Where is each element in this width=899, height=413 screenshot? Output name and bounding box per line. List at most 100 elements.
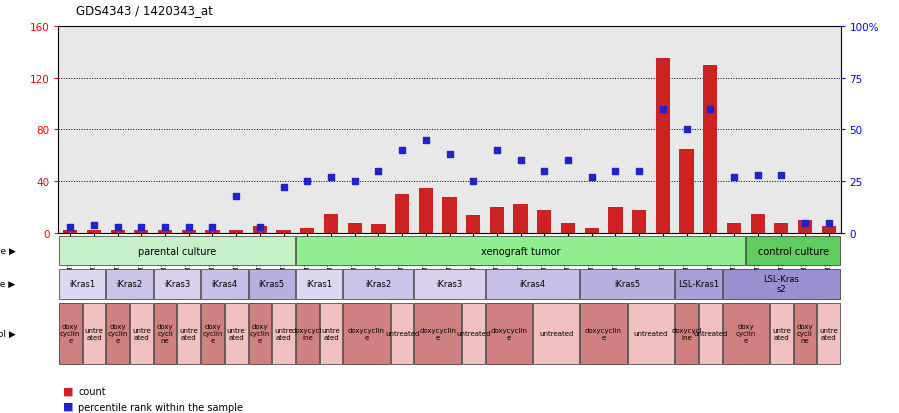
Bar: [391, 303, 414, 364]
Bar: [272, 303, 295, 364]
Bar: [533, 303, 579, 364]
Text: doxy
cycli
ne: doxy cycli ne: [797, 323, 814, 344]
Bar: [134, 231, 148, 233]
Bar: [466, 215, 480, 233]
Bar: [248, 269, 295, 299]
Point: [822, 220, 836, 226]
Point: [134, 224, 148, 230]
Bar: [726, 223, 741, 233]
Bar: [581, 303, 627, 364]
Point: [490, 147, 504, 154]
Point: [609, 168, 623, 175]
Text: iKras4: iKras4: [520, 280, 546, 288]
Bar: [130, 303, 153, 364]
Point: [63, 224, 77, 230]
Bar: [746, 236, 840, 266]
Point: [442, 152, 457, 158]
Bar: [723, 303, 769, 364]
Point: [324, 174, 338, 181]
Point: [466, 178, 480, 185]
Bar: [462, 303, 485, 364]
Bar: [584, 228, 599, 233]
Point: [111, 224, 125, 230]
Bar: [680, 150, 694, 233]
Text: iKras5: iKras5: [259, 280, 285, 288]
Bar: [490, 207, 504, 233]
Bar: [609, 207, 622, 233]
Text: cell type ▶: cell type ▶: [0, 247, 15, 255]
Bar: [343, 303, 390, 364]
Bar: [798, 221, 812, 233]
Bar: [111, 231, 125, 233]
Bar: [822, 227, 836, 233]
Text: xenograft tumor: xenograft tumor: [481, 246, 560, 256]
Bar: [675, 269, 722, 299]
Text: untre
ated: untre ated: [819, 327, 838, 340]
Point: [561, 158, 575, 164]
Text: doxycycl
ine: doxycycl ine: [672, 327, 702, 340]
Point: [371, 168, 386, 175]
Text: percentile rank within the sample: percentile rank within the sample: [78, 402, 244, 412]
Bar: [348, 223, 361, 233]
Bar: [296, 269, 343, 299]
Bar: [106, 303, 129, 364]
Text: iKras2: iKras2: [117, 280, 143, 288]
Point: [182, 224, 196, 230]
Point: [774, 172, 788, 179]
Bar: [324, 214, 338, 233]
Point: [158, 224, 173, 230]
Bar: [277, 231, 290, 233]
Text: doxy
cyclin
e: doxy cyclin e: [250, 323, 270, 344]
Point: [584, 174, 599, 181]
Bar: [320, 303, 343, 364]
Bar: [343, 269, 414, 299]
Bar: [158, 231, 173, 233]
Bar: [371, 224, 386, 233]
Text: LSL-Kras
s2: LSL-Kras s2: [763, 274, 799, 294]
Bar: [201, 269, 247, 299]
Point: [680, 127, 694, 133]
Bar: [581, 269, 674, 299]
Text: untre
ated: untre ated: [132, 327, 151, 340]
Bar: [699, 303, 722, 364]
Point: [703, 106, 717, 113]
Bar: [395, 195, 409, 233]
Text: control culture: control culture: [758, 246, 829, 256]
Text: LSL-Kras1: LSL-Kras1: [678, 280, 719, 288]
Point: [348, 178, 362, 185]
Point: [513, 158, 528, 164]
Bar: [229, 231, 244, 233]
Point: [300, 178, 315, 185]
Text: iKras2: iKras2: [365, 280, 391, 288]
Bar: [675, 303, 698, 364]
Text: cell line ▶: cell line ▶: [0, 280, 15, 288]
Text: doxy
cycli
ne: doxy cycli ne: [156, 323, 174, 344]
Text: iKras3: iKras3: [436, 280, 463, 288]
Bar: [442, 197, 457, 233]
Text: doxycyclin
e: doxycyclin e: [585, 327, 622, 340]
Bar: [205, 231, 219, 233]
Text: count: count: [78, 387, 106, 396]
Bar: [59, 303, 82, 364]
Text: untreated: untreated: [693, 330, 727, 337]
Text: iKras3: iKras3: [164, 280, 190, 288]
Text: untreated: untreated: [634, 330, 668, 337]
Text: doxy
cyclin
e: doxy cyclin e: [202, 323, 223, 344]
Text: ■: ■: [63, 401, 74, 411]
Bar: [414, 269, 485, 299]
Text: untreated: untreated: [456, 330, 490, 337]
Text: untre
ated: untre ated: [180, 327, 198, 340]
Point: [537, 168, 551, 175]
Bar: [485, 303, 532, 364]
Bar: [63, 231, 77, 233]
Text: iKras1: iKras1: [69, 280, 95, 288]
Text: doxycyclin
e: doxycyclin e: [490, 327, 527, 340]
Bar: [703, 66, 717, 233]
Text: untreated: untreated: [539, 330, 574, 337]
Bar: [538, 210, 551, 233]
Text: protocol ▶: protocol ▶: [0, 329, 15, 338]
Bar: [154, 303, 176, 364]
Text: GDS4343 / 1420343_at: GDS4343 / 1420343_at: [76, 5, 213, 17]
Point: [726, 174, 741, 181]
Bar: [296, 236, 745, 266]
